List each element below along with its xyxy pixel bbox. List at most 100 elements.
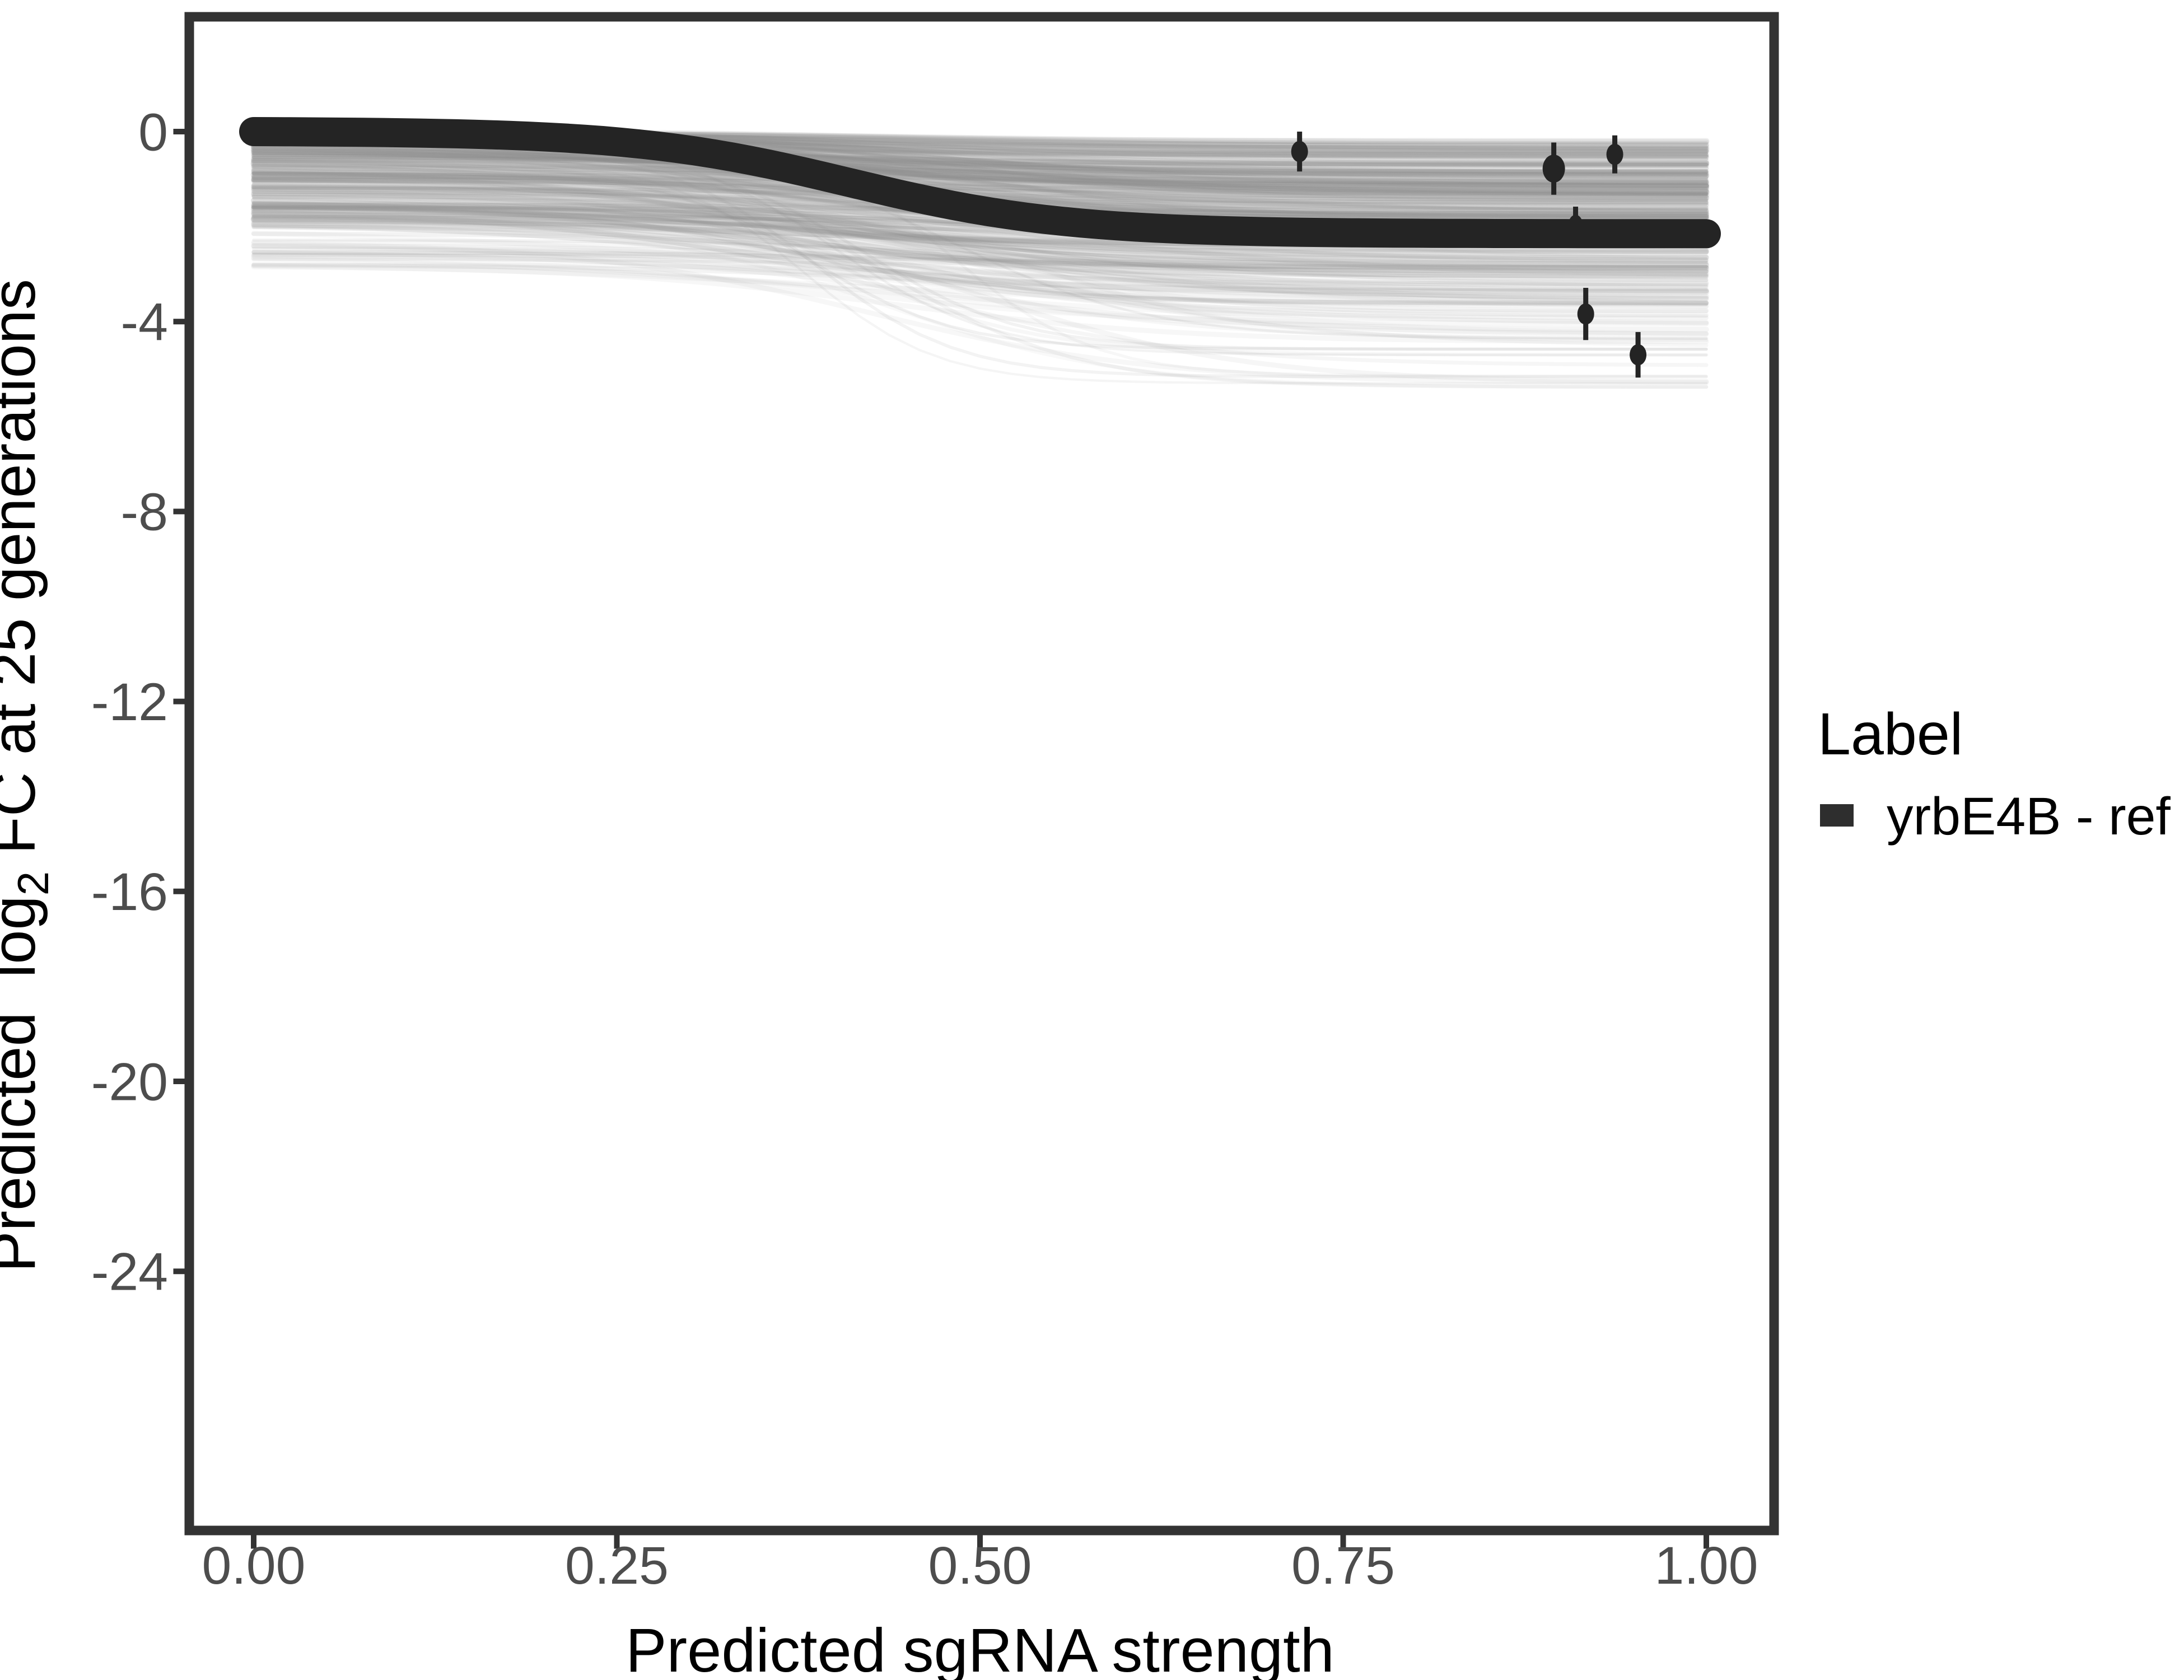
ensemble-curve <box>251 190 1709 314</box>
ensemble-curve <box>251 156 1709 169</box>
point-marker <box>1291 141 1308 162</box>
ensemble-curve <box>251 170 1709 273</box>
ensemble-curve <box>252 205 1708 288</box>
ensemble-curve <box>251 166 1709 194</box>
ensemble-curve <box>250 210 1710 295</box>
ensemble-curve <box>252 148 1708 195</box>
ensemble-curve <box>251 210 1709 287</box>
ensemble-curve <box>251 255 1709 326</box>
ensemble-curve <box>251 169 1709 318</box>
ensemble-curve <box>251 212 1709 268</box>
ensemble-curve <box>251 256 1709 325</box>
ensemble-curve <box>252 153 1708 183</box>
ensemble-curve <box>251 150 1709 185</box>
ensemble-curve <box>251 190 1709 252</box>
ensemble-curve <box>252 156 1708 177</box>
ensemble-curve <box>252 220 1708 264</box>
ensemble-curve <box>250 171 1710 195</box>
ensemble-curve <box>252 253 1708 265</box>
ensemble-curve <box>251 250 1709 270</box>
ensemble-curve <box>251 216 1709 260</box>
ensemble-curve <box>251 225 1709 389</box>
ensemble-curve <box>251 170 1709 202</box>
ensemble-curve <box>250 221 1710 302</box>
ensemble-curve <box>252 157 1708 190</box>
ensemble-curve <box>250 206 1710 272</box>
ensemble-curve <box>251 195 1709 263</box>
legend-title: Label <box>1818 701 1963 767</box>
ensemble-curve <box>251 245 1709 305</box>
ensemble-curve <box>251 170 1709 183</box>
ensemble-curve <box>251 167 1709 263</box>
ensemble-curve <box>251 152 1709 211</box>
y-axis-title-subscript: 2 <box>8 871 58 895</box>
x-axis-ticks <box>251 1535 1709 1549</box>
y-tick-label: -16 <box>91 862 168 922</box>
ensemble-curve <box>252 164 1708 176</box>
point-marker <box>1577 303 1594 325</box>
ensemble-curve <box>251 144 1709 185</box>
ensemble-curve <box>251 194 1709 254</box>
y-axis-tick-labels: 0 -4 -8 -12 -16 -20 -24 <box>91 102 168 1301</box>
data-point <box>1606 135 1623 174</box>
point-marker <box>1630 344 1647 366</box>
x-axis-tick-labels: 0.00 0.25 0.50 0.75 1.00 <box>202 1536 1758 1595</box>
ensemble-curve <box>251 172 1709 185</box>
y-tick-label: -4 <box>121 292 168 352</box>
ensemble-curve <box>251 224 1709 347</box>
ensemble-curve <box>250 161 1710 190</box>
ensemble-curve <box>251 152 1709 171</box>
ensemble-curve <box>250 149 1710 179</box>
x-tick-label: 0.25 <box>565 1536 669 1595</box>
ensemble-curve <box>251 214 1709 307</box>
ensemble-curve <box>252 148 1708 197</box>
ensemble-curve <box>252 160 1708 385</box>
y-axis-title: Predicted log2 FC at 25 generations <box>0 279 58 1272</box>
ensemble-curve <box>251 264 1709 344</box>
x-axis-title: Predicted sgRNA strength <box>626 1616 1334 1680</box>
ensemble-curve <box>251 175 1709 205</box>
ensemble-curve <box>251 151 1709 166</box>
ensemble-curve <box>251 153 1709 166</box>
x-tick-label: 1.00 <box>1655 1536 1758 1595</box>
ensemble-curve <box>251 243 1709 326</box>
ensemble-curve <box>251 152 1709 179</box>
ensemble-curve <box>251 203 1709 270</box>
ensemble-curve <box>252 226 1708 291</box>
legend-entry-label: yrbE4B - ref <box>1887 787 2171 846</box>
ensemble-curve <box>251 202 1709 277</box>
ensemble-curve <box>251 168 1709 188</box>
ensemble-curve <box>250 201 1710 300</box>
ensemble-curve <box>252 251 1708 272</box>
ensemble-curve <box>251 220 1709 287</box>
ensemble-curve <box>251 214 1709 260</box>
ensemble-curve <box>251 164 1709 193</box>
ensemble-curve <box>251 262 1709 288</box>
ensemble-curve <box>252 156 1708 202</box>
ensemble-curve <box>251 253 1709 320</box>
ensemble-curve <box>251 170 1709 265</box>
ensemble-curve <box>252 175 1708 190</box>
ensemble-curve <box>251 204 1709 282</box>
ensemble-curve <box>252 172 1708 196</box>
ensemble-curve <box>251 214 1709 384</box>
ensemble-curve <box>252 148 1708 379</box>
x-tick-label: 0.50 <box>928 1536 1032 1595</box>
ensemble-curve <box>251 223 1709 274</box>
ensemble-curve <box>252 179 1708 198</box>
ensemble-curve <box>251 160 1709 189</box>
point-marker <box>1569 214 1583 232</box>
ensemble-curve <box>251 147 1709 167</box>
ensemble-curve <box>251 156 1709 200</box>
ensemble-curve <box>251 239 1709 285</box>
ensemble-curve <box>251 204 1709 306</box>
legend-key-swatch <box>1820 804 1854 827</box>
ensemble-curve <box>251 194 1709 278</box>
ensemble-curve <box>252 258 1708 269</box>
ensemble-curve <box>251 151 1709 221</box>
ensemble-curve <box>251 167 1709 200</box>
ensemble-curve <box>252 179 1708 200</box>
ensemble-curve <box>251 164 1709 184</box>
